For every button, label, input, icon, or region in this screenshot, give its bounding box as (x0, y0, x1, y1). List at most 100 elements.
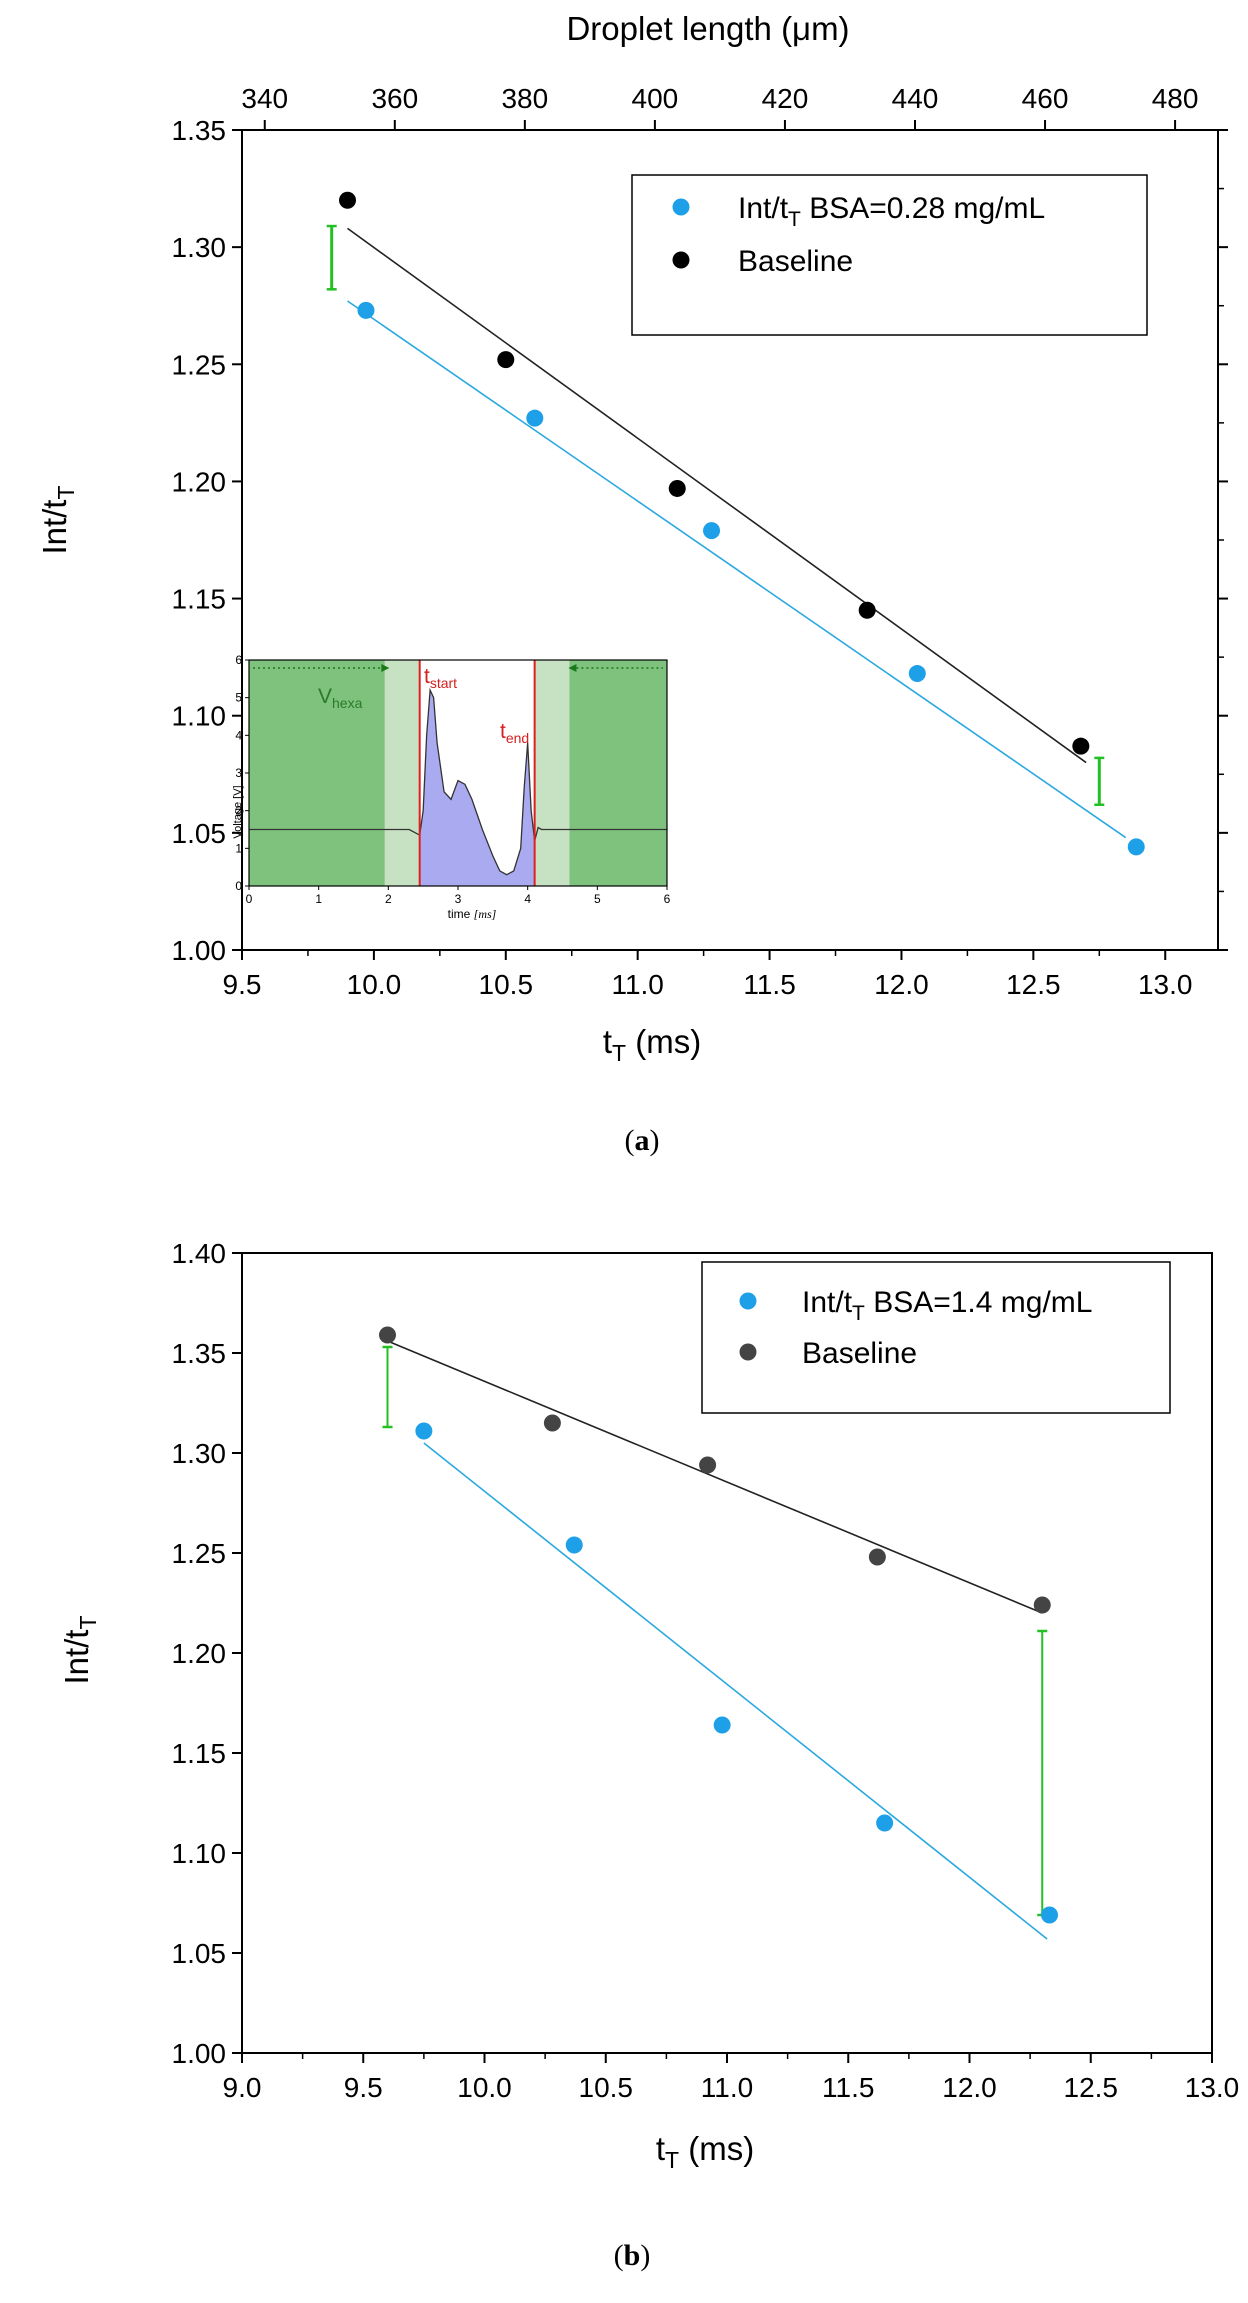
inset-hexa-region (249, 660, 385, 886)
inset-integrated-area (419, 690, 535, 886)
inset-y-tick-label: 0 (235, 879, 242, 893)
panel-a-x-tick-label: 13.0 (1138, 969, 1193, 1000)
panel-a-fit-line-bsa (347, 300, 1127, 839)
panel-a-point-baseline (668, 479, 686, 497)
inset-y-tick-label: 4 (235, 728, 242, 742)
inset-x-tick-label: 2 (385, 892, 392, 906)
inset-x-tick-label: 5 (594, 892, 601, 906)
panel-b-x-tick-label: 11.5 (822, 2072, 874, 2103)
panel-a-xlabel: tT (ms) (603, 1023, 701, 1066)
panel-a-point-baseline (1072, 737, 1090, 755)
inset-xlabel: time [ms] (448, 907, 497, 921)
panel-b-y-tick-label: 1.05 (172, 1938, 227, 1969)
panel-a-point-bsa (703, 522, 721, 540)
panel-a-top-x-tick-label: 380 (501, 83, 548, 114)
legend-label-bsa-14: Int/tT BSA=1.4 mg/mL (802, 1286, 1092, 1325)
panel-b-point-baseline (699, 1456, 717, 1474)
panel-b-y-tick-label: 1.00 (172, 2038, 227, 2069)
panel-a-point-bsa (1127, 838, 1145, 856)
panel-b-point-baseline (543, 1414, 561, 1432)
panel-a-y-tick-label: 1.00 (172, 935, 227, 966)
panel-a-point-bsa (526, 409, 544, 427)
panel-b-point-bsa (1041, 1906, 1059, 1924)
panel-a-y-tick-label: 1.10 (172, 701, 227, 732)
panel-a-top-x-tick-label: 440 (892, 83, 939, 114)
panel-a-top-x-tick-label: 480 (1152, 83, 1199, 114)
legend-marker-baseline-b (739, 1343, 757, 1361)
inset-x-tick-label: 0 (246, 892, 253, 906)
panel-a-y-tick-label: 1.35 (172, 115, 227, 146)
panel-b-xlabel: tT (ms) (656, 2130, 754, 2173)
panel-b-point-bsa (876, 1814, 894, 1832)
inset-voltage-trace: 0 1 2 3 4 5 6 0 1 2 3 4 5 6 Vhexa tstart tend time [m… (232, 653, 671, 921)
panel-a: 9.5 10.0 10.5 11.0 11.5 12.0 12.5 13.0 1.00 1.05 1… (36, 10, 1228, 1157)
panel-a-y-tick-label: 1.25 (172, 349, 227, 380)
panel-a-x-tick-label: 12.0 (874, 969, 929, 1000)
panel-b-y-tick-label: 1.15 (172, 1738, 227, 1769)
panel-b-x-tick-label: 11.0 (701, 2072, 753, 2103)
legend-marker-baseline-a (672, 251, 690, 269)
panel-a-ylabel: Int/tT (36, 485, 79, 554)
panel-a-fit-line-baseline (347, 227, 1087, 764)
panel-b-x-tick-label: 9.0 (223, 2072, 262, 2103)
inset-label-vhexa: Vhexa (318, 685, 363, 711)
panel-b-legend-box (701, 1261, 1171, 1414)
inset-y-tick-label: 1 (235, 841, 242, 855)
inset-x-tick-label: 1 (315, 892, 322, 906)
panel-a-y-tick-label: 1.20 (172, 466, 227, 497)
legend-label-baseline-b: Baseline (802, 1337, 917, 1370)
panel-b-x-tick-label: 10.5 (579, 2072, 634, 2103)
panel-b-y-tick-label: 1.30 (172, 1438, 227, 1469)
panel-b-point-baseline (1033, 1596, 1051, 1614)
inset-label-tend: tend (500, 720, 529, 746)
panel-a-point-baseline (339, 191, 357, 209)
panel-a-x-tick-label: 11.0 (611, 969, 663, 1000)
inset-hexa-margin-region (384, 660, 420, 886)
panel-a-y-tick-label: 1.30 (172, 232, 227, 263)
inset-ylabel: Voltage [V] (232, 785, 244, 838)
panel-b-point-bsa (415, 1422, 433, 1440)
inset-x-tick-label: 6 (664, 892, 671, 906)
inset-hexa-region (569, 660, 667, 886)
panel-a-top-x-tick-label: 400 (632, 83, 679, 114)
panel-a-x-tick-label: 10.5 (479, 969, 534, 1000)
panel-a-legend-box (631, 174, 1148, 336)
panel-a-y-tick-label: 1.15 (172, 584, 227, 615)
panel-a-caption: (a) (625, 1124, 660, 1157)
panel-a-top-x-tick-label: 420 (762, 83, 809, 114)
panel-b-x-tick-label: 12.0 (942, 2072, 997, 2103)
panel-b-fit-line-bsa (423, 1442, 1048, 1940)
inset-y-tick-label: 6 (235, 653, 242, 667)
panel-b-x-tick-label: 12.5 (1064, 2072, 1119, 2103)
inset-y-tick-label: 5 (235, 691, 242, 705)
panel-a-point-bsa (908, 665, 926, 683)
panel-a-x-tick-label: 12.5 (1006, 969, 1061, 1000)
panel-b-caption: (b) (614, 2239, 651, 2272)
panel-b-y-tick-label: 1.35 (172, 1338, 227, 1369)
inset-hexa-arrowhead (381, 664, 390, 672)
panel-a-point-bsa (357, 301, 375, 319)
inset-y-tick-label: 3 (235, 766, 242, 780)
panel-b-legend: Int/tT BSA=1.4 mg/mL Baseline (701, 1261, 1171, 1414)
panel-a-point-baseline (858, 601, 876, 619)
panel-b-x-tick-label: 9.5 (344, 2072, 383, 2103)
panel-b: 9.0 9.5 10.0 10.5 11.0 11.5 12.0 12.5 13.0 1.00 1.… (58, 1238, 1239, 2272)
panel-b-y-tick-label: 1.10 (172, 1838, 227, 1869)
panel-a-top-x-tick-label: 360 (371, 83, 418, 114)
panel-a-top-xlabel: Droplet length (μm) (566, 10, 849, 47)
inset-x-tick-label: 4 (524, 892, 531, 906)
panel-a-x-tick-label: 10.0 (347, 969, 402, 1000)
panel-b-x-tick-label: 13.0 (1185, 2072, 1240, 2103)
legend-label-bsa-028: Int/tT BSA=0.28 mg/mL (738, 192, 1045, 231)
panel-b-y-tick-label: 1.25 (172, 1538, 227, 1569)
panel-a-legend: Int/tT BSA=0.28 mg/mL Baseline (631, 174, 1148, 336)
legend-marker-bsa-14 (739, 1292, 757, 1310)
panel-b-x-tick-label: 10.0 (457, 2072, 512, 2103)
inset-hexa-margin-region (534, 660, 570, 886)
panel-b-y-tick-label: 1.40 (172, 1238, 227, 1269)
panel-a-point-baseline (497, 351, 515, 369)
panel-b-point-baseline (379, 1326, 396, 1344)
panel-b-point-bsa (713, 1716, 731, 1734)
panel-a-x-tick-label: 9.5 (223, 969, 262, 1000)
